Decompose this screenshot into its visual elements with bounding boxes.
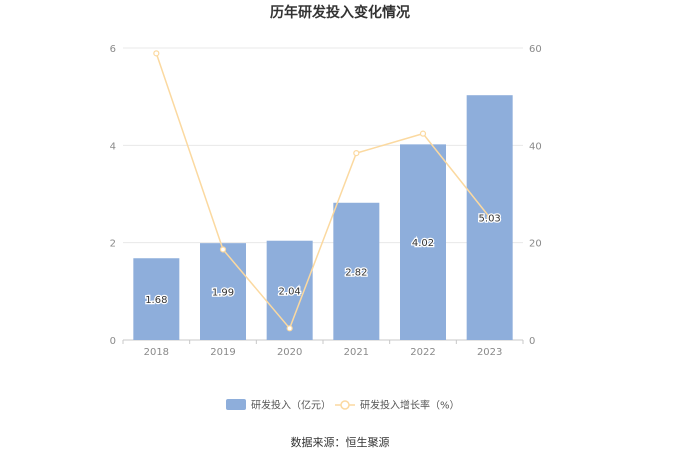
growth-point bbox=[353, 150, 360, 157]
bar-value-label: 1.99 bbox=[212, 288, 234, 299]
legend-bar-label[interactable]: 研发投入（亿元） bbox=[251, 399, 331, 412]
x-tick-label: 2021 bbox=[344, 347, 369, 358]
bar bbox=[133, 258, 180, 340]
growth-point bbox=[153, 50, 160, 57]
y-left-tick-label: 0 bbox=[110, 336, 116, 347]
bar bbox=[333, 202, 380, 340]
chart-title: 历年研发投入变化情况 bbox=[270, 4, 410, 21]
grid-layer bbox=[123, 47, 523, 244]
growth-point bbox=[219, 246, 227, 253]
x-tick-label: 2023 bbox=[477, 347, 502, 358]
growth-point bbox=[286, 325, 293, 332]
x-tick-label: 2022 bbox=[410, 347, 435, 358]
growth-point bbox=[419, 130, 427, 137]
y-left-tick-label: 4 bbox=[110, 141, 116, 152]
label-layer: 1.68 1.99 2.04 2.82 4.02 5.03 bbox=[144, 212, 502, 307]
x-tick-label: 2020 bbox=[277, 347, 302, 358]
bar bbox=[266, 240, 313, 340]
y-left-tick-label: 6 bbox=[110, 44, 116, 55]
bar-layer bbox=[133, 95, 513, 340]
growth-line bbox=[155, 53, 491, 330]
y-right-tick-label: 0 bbox=[529, 336, 535, 347]
y-left-tick-label: 2 bbox=[110, 239, 116, 250]
source-note: 数据来源：恒生聚源 bbox=[291, 435, 390, 449]
y-right-tick-label: 60 bbox=[529, 44, 542, 55]
y-right-tick-label: 40 bbox=[529, 141, 542, 152]
bar bbox=[200, 243, 246, 340]
x-tick-label: 2018 bbox=[144, 347, 169, 358]
line-layer bbox=[153, 50, 493, 332]
y-right-tick-label: 20 bbox=[529, 239, 542, 250]
bar-value-label: 2.82 bbox=[345, 267, 367, 278]
legend-line-label[interactable]: 研发投入增长率（%） bbox=[360, 399, 460, 412]
bar bbox=[400, 144, 446, 340]
bar-value-label: 5.03 bbox=[479, 214, 501, 225]
bar-value-label: 1.68 bbox=[145, 295, 167, 306]
bar-value-label: 2.04 bbox=[279, 286, 301, 297]
legend: 研发投入（亿元） 研发投入增长率（%） bbox=[226, 399, 460, 412]
x-tick-label: 2019 bbox=[210, 347, 235, 358]
growth-point bbox=[486, 214, 493, 221]
legend-line-marker[interactable] bbox=[340, 400, 350, 410]
bar-value-label: 4.02 bbox=[412, 238, 434, 249]
legend-bar-swatch[interactable] bbox=[226, 399, 246, 410]
